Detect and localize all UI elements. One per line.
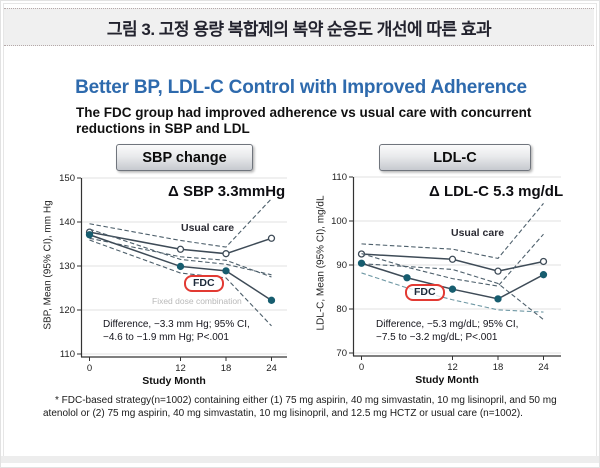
fdc-mean-marker xyxy=(494,295,502,303)
x-tick-label: 18 xyxy=(493,362,504,373)
x-tick-label: 24 xyxy=(538,362,549,373)
y-tick-label: 90 xyxy=(336,260,347,271)
x-tick-label: 12 xyxy=(447,362,458,373)
ldl-line-chart: 110 100 90 80 70 0 12 18 24 Study Month xyxy=(331,172,561,386)
y-tick-label: 140 xyxy=(59,217,75,228)
y-tick-label: 80 xyxy=(336,304,347,315)
slide-subtitle: The FDC group had improved adherence vs … xyxy=(76,105,546,137)
fdc-mean-marker xyxy=(539,271,548,279)
ldl-panel-header: LDL-C xyxy=(379,144,531,171)
ldl-delta-label: Δ LDL-C 5.3 mg/dL xyxy=(429,183,564,200)
x-tick-label: 24 xyxy=(266,363,277,374)
usual-care-mean-marker xyxy=(267,234,276,242)
x-axis-label: Study Month xyxy=(415,374,479,386)
x-tick-label: 0 xyxy=(87,363,92,374)
y-tick-label: 110 xyxy=(332,172,347,183)
usual-care-mean-line xyxy=(89,231,272,255)
y-tick-label: 100 xyxy=(331,216,347,227)
figure-footnote: * FDC-based strategy(n=1002) containing … xyxy=(43,395,557,419)
x-tick-label: 0 xyxy=(359,362,364,373)
ldl-difference-line1: Difference, −5.3 mg/dL; 95% CI, xyxy=(376,319,519,330)
y-tick-label: 120 xyxy=(59,305,75,316)
fdc-mean-marker xyxy=(176,262,185,271)
x-tick-label: 18 xyxy=(221,363,232,374)
ldl-usual-care-label: Usual care xyxy=(451,227,505,239)
slide-heading: Better BP, LDL-C Control with Improved A… xyxy=(75,77,527,98)
x-axis-label: Study Month xyxy=(142,375,206,387)
slide-subtitle-line2: reductions in SBP and LDL xyxy=(76,121,250,137)
sbp-difference-line2: −4.6 to −1.9 mm Hg; P<.001 xyxy=(103,331,229,343)
ldl-fdc-callout: FDC xyxy=(405,284,445,301)
ldl-difference-line2: −7.5 to −3.2 mg/dL; P<.001 xyxy=(376,331,498,343)
usual-care-mean-marker xyxy=(539,257,548,266)
usual-care-upper-ci-line xyxy=(89,198,272,248)
usual-care-mean-marker xyxy=(494,267,502,275)
sbp-panel-header: SBP change xyxy=(116,144,253,171)
y-tick-label: 130 xyxy=(59,261,75,272)
usual-care-lower-ci-line xyxy=(89,237,272,278)
y-tick-label: 150 xyxy=(59,173,75,184)
fdc-mean-line xyxy=(361,262,544,300)
sbp-fdc-callout: FDC xyxy=(184,275,224,292)
usual-care-mean-marker xyxy=(222,250,230,258)
fdc-mean-line xyxy=(89,234,272,301)
sbp-difference-note: Difference, −3.3 mm Hg; 95% CI, −4.6 to … xyxy=(103,319,250,344)
figure-title: 그림 3. 고정 용량 복합제의 복약 순응도 개선에 따른 효과 xyxy=(106,19,492,39)
sbp-fdc-subtext: Fixed dose combination xyxy=(152,296,242,306)
fdc-mean-marker xyxy=(357,259,366,267)
figure-title-band: 그림 3. 고정 용량 복합제의 복약 순응도 개선에 따른 효과 xyxy=(4,8,594,46)
fdc-mean-marker xyxy=(85,231,94,239)
sbp-usual-care-label: Usual care xyxy=(181,222,235,234)
usual-care-upper-ci-line xyxy=(361,203,544,260)
fdc-mean-marker xyxy=(222,267,230,275)
fdc-upper-ci-line xyxy=(89,228,272,276)
x-tick-label: 12 xyxy=(175,363,186,374)
usual-care-mean-marker xyxy=(176,245,185,253)
fdc-mean-marker xyxy=(403,274,411,282)
bottom-border-strip xyxy=(1,456,599,463)
sbp-line-chart: 150 140 130 120 110 0 12 18 24 Study Month xyxy=(59,173,287,387)
usual-care-mean-marker xyxy=(448,255,457,263)
y-tick-label: 70 xyxy=(336,348,347,359)
sbp-difference-line1: Difference, −3.3 mm Hg; 95% CI, xyxy=(103,319,250,330)
y-tick-label: 110 xyxy=(60,349,75,360)
content-frame xyxy=(3,3,597,461)
fdc-mean-marker xyxy=(267,296,276,304)
fdc-upper-ci-line xyxy=(361,233,544,287)
fdc-mean-marker xyxy=(448,285,457,293)
usual-care-lower-ci-line xyxy=(361,263,544,320)
ldl-difference-note: Difference, −5.3 mg/dL; 95% CI, −7.5 to … xyxy=(376,319,518,344)
fdc-lower-ci-line xyxy=(361,272,544,313)
slide-subtitle-line1: The FDC group had improved adherence vs … xyxy=(76,105,532,120)
sbp-delta-label: Δ SBP 3.3mmHg xyxy=(168,183,286,200)
usual-care-mean-line xyxy=(361,253,544,272)
